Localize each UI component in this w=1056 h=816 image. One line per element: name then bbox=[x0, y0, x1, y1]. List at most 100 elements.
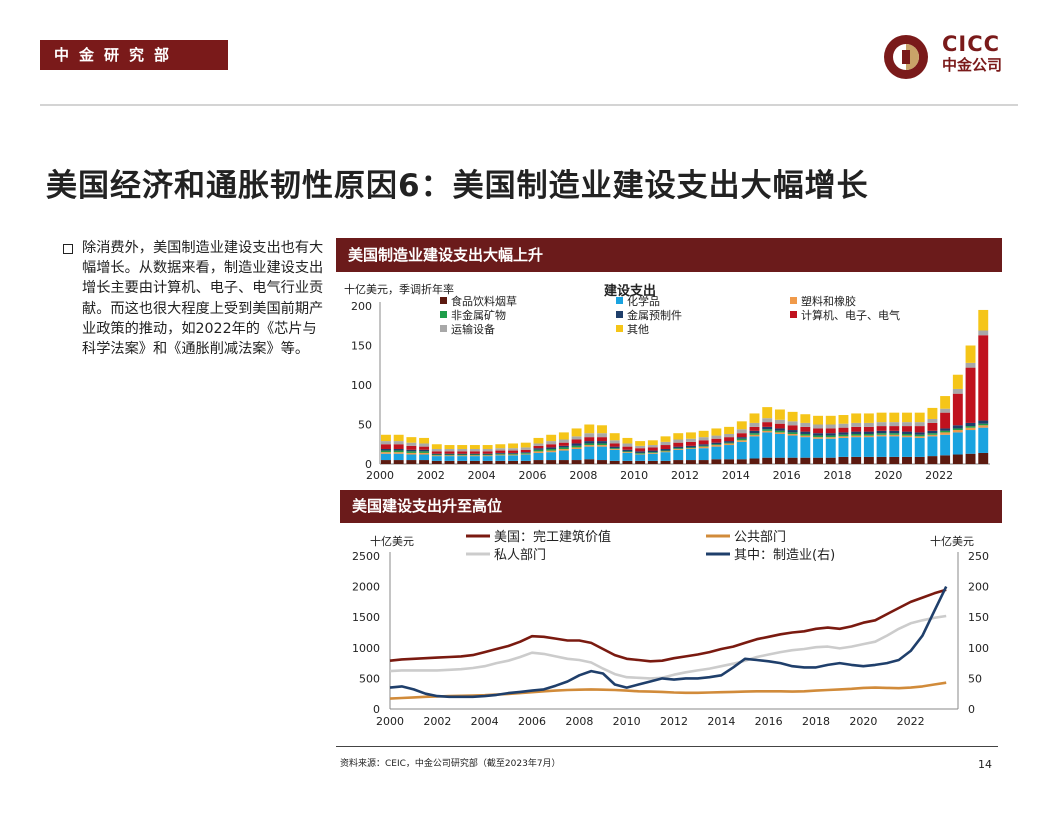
y-tick-label: 150 bbox=[351, 340, 372, 353]
bar-segment bbox=[787, 425, 798, 431]
logo-en: CICC bbox=[942, 32, 1001, 56]
chart-title: 建设支出 bbox=[604, 283, 656, 299]
bar-segment bbox=[622, 449, 633, 452]
bar-segment bbox=[978, 425, 989, 428]
bar-segment bbox=[431, 455, 442, 457]
bar-segment bbox=[749, 413, 760, 423]
bar-segment bbox=[660, 436, 671, 442]
legend-swatch bbox=[790, 311, 797, 318]
bar-segment bbox=[469, 453, 480, 455]
bar-segment bbox=[978, 452, 989, 464]
bar-segment bbox=[660, 452, 671, 461]
bar-segment bbox=[927, 422, 938, 431]
bar-segment bbox=[635, 441, 646, 446]
bar-segment bbox=[711, 435, 722, 439]
bar-segment bbox=[978, 309, 989, 331]
bar-segment bbox=[851, 422, 862, 427]
x-tick-label: 2010 bbox=[620, 469, 648, 482]
bar-segment bbox=[863, 422, 874, 427]
legend-label: 非金属矿物 bbox=[451, 308, 506, 322]
bar-segment bbox=[457, 451, 468, 454]
bar-segment bbox=[533, 443, 544, 446]
bar-segment bbox=[431, 453, 442, 455]
bar-segment bbox=[546, 441, 557, 445]
bar-segment bbox=[965, 453, 976, 464]
bar-segment bbox=[406, 437, 417, 443]
bar-segment bbox=[558, 439, 569, 443]
bar-segment bbox=[609, 448, 620, 449]
bar-segment bbox=[825, 437, 836, 439]
bar-segment bbox=[952, 425, 963, 429]
bar-segment bbox=[698, 430, 709, 438]
bar-segment bbox=[647, 447, 658, 451]
bar-segment bbox=[876, 436, 887, 457]
bar-segment bbox=[749, 422, 760, 427]
series-line bbox=[389, 586, 948, 699]
bar-segment bbox=[800, 422, 811, 427]
bar-segment bbox=[838, 415, 849, 424]
chart-line: 十亿美元 十亿美元 0 500 1000 1500 2000 2500 0 50 100 150 200… bbox=[352, 529, 989, 728]
bar-segment bbox=[774, 428, 785, 431]
bar-segment bbox=[431, 454, 442, 456]
bar-segment bbox=[546, 434, 557, 442]
bar-segment bbox=[508, 443, 518, 449]
bar-segment bbox=[698, 440, 709, 445]
legend-label: 公共部门 bbox=[734, 530, 786, 545]
bar-segment bbox=[940, 434, 951, 456]
bar-segment bbox=[571, 445, 582, 448]
bar-segment bbox=[838, 436, 849, 438]
bar-segment bbox=[673, 433, 684, 440]
bar-segment bbox=[419, 446, 430, 450]
bar-segment bbox=[749, 434, 760, 437]
bar-segment bbox=[965, 426, 976, 428]
bar-segment bbox=[698, 444, 709, 446]
bar-segment bbox=[863, 435, 874, 438]
bar-segment bbox=[419, 452, 430, 455]
footer-divider bbox=[336, 746, 998, 747]
bar-segment bbox=[889, 426, 900, 431]
logo-text: CICC 中金公司 bbox=[942, 34, 1002, 73]
bar-segment bbox=[393, 452, 404, 454]
header-divider bbox=[40, 104, 1018, 106]
bar-segment bbox=[546, 460, 557, 464]
bar-segment bbox=[774, 432, 785, 434]
bar-segment bbox=[419, 460, 430, 464]
bar-segment bbox=[698, 445, 709, 447]
bar-segment bbox=[393, 441, 404, 445]
bar-segment bbox=[406, 460, 417, 464]
bar-segment bbox=[762, 432, 773, 458]
legend-swatch bbox=[440, 325, 447, 332]
bar-segment bbox=[902, 422, 912, 427]
bar-segment bbox=[431, 444, 442, 449]
x-tick-label: 2004 bbox=[468, 469, 496, 482]
bar-segment bbox=[495, 454, 506, 456]
bar-segment bbox=[965, 427, 976, 431]
bar-segment bbox=[660, 451, 671, 453]
bar-segment bbox=[686, 441, 696, 446]
bar-segment bbox=[635, 453, 646, 455]
bar-segment bbox=[647, 450, 658, 453]
logo-cn: 中金公司 bbox=[942, 56, 1003, 74]
x-tick-label: 2014 bbox=[707, 715, 735, 728]
bar-segment bbox=[584, 437, 595, 442]
bar-segment bbox=[927, 436, 938, 457]
bar-segment bbox=[800, 431, 811, 434]
bar-segment bbox=[978, 330, 989, 336]
bar-segment bbox=[609, 449, 620, 461]
bar-segment bbox=[520, 449, 531, 453]
bar-segment bbox=[508, 453, 518, 455]
bar-segment bbox=[762, 457, 773, 464]
bar-segment bbox=[813, 438, 823, 458]
bar-segment bbox=[393, 450, 404, 453]
bar-segment bbox=[469, 460, 480, 464]
bar-segment bbox=[584, 433, 595, 438]
bar-segment bbox=[495, 448, 506, 451]
bar-segment bbox=[609, 433, 620, 441]
x-tick-label: 2012 bbox=[660, 715, 688, 728]
bar-segment bbox=[444, 455, 455, 457]
bar-segment bbox=[736, 421, 747, 430]
bar-segment bbox=[851, 426, 862, 432]
bar-segment bbox=[914, 456, 925, 464]
bar-segment bbox=[406, 454, 417, 461]
bar-segment bbox=[647, 440, 658, 446]
